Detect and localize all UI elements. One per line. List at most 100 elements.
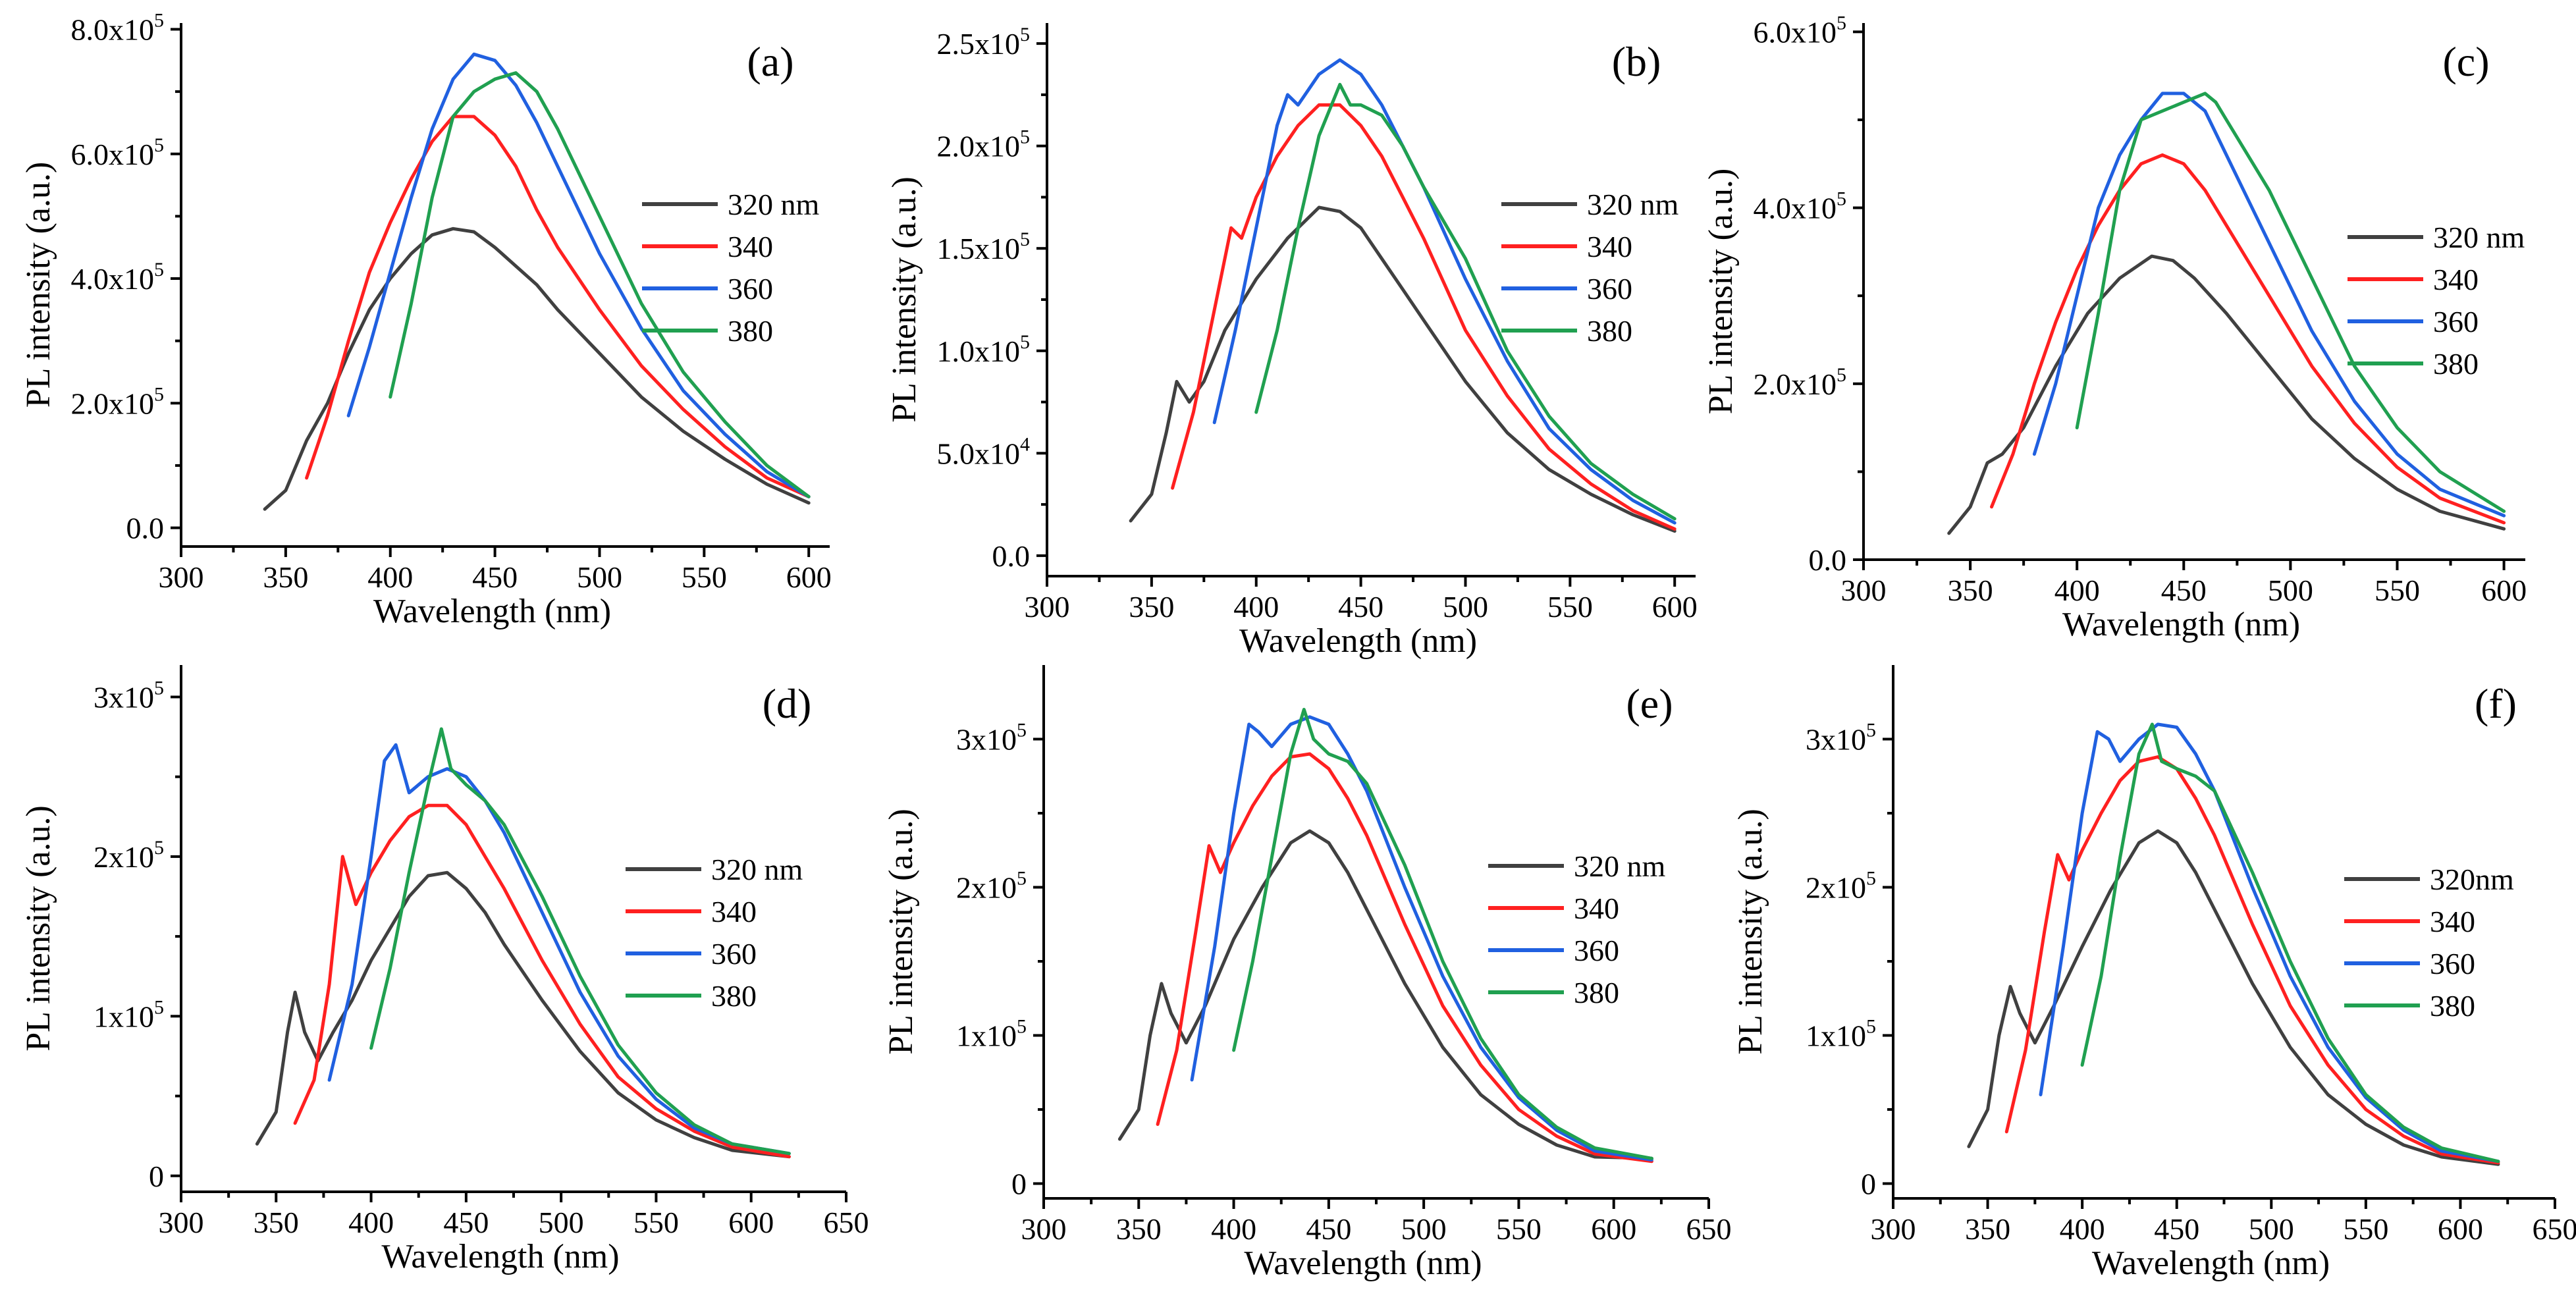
y-tick-label: 2x105 xyxy=(1806,868,1876,905)
y-tick-label: 0.0 xyxy=(992,539,1031,573)
legend-entry: 340 xyxy=(1587,230,1632,263)
y-tick-label: 1x105 xyxy=(1806,1016,1876,1053)
x-tick-label: 500 xyxy=(539,1206,584,1239)
x-tick-label: 300 xyxy=(1871,1212,1916,1246)
x-axis-label: Wavelength (nm) xyxy=(1244,1244,1482,1282)
panel-label: (e) xyxy=(1626,680,1673,727)
x-tick-label: 350 xyxy=(1965,1212,2010,1246)
x-tick-label: 450 xyxy=(1338,590,1383,624)
x-tick-label: 600 xyxy=(2438,1212,2483,1246)
y-tick-label: 2.5x105 xyxy=(937,24,1031,61)
chart-panel-e: 300 350 400 450 500 550 600 650 0 1x105 2x105 3x105… xyxy=(882,665,1732,1282)
y-tick-label: 4.0x105 xyxy=(71,259,165,296)
y-axis-label: PL intensity (a.u.) xyxy=(886,176,923,423)
legend-entry: 320nm xyxy=(2430,863,2514,896)
x-tick-label: 400 xyxy=(2060,1212,2105,1246)
chart-panel-b: 300 350 400 450 500 550 600 0.0 5.0x104 1.0x105 1.… xyxy=(886,23,1698,660)
x-tick-label: 300 xyxy=(1025,590,1070,624)
x-tick-label: 500 xyxy=(577,560,622,594)
legend-entry: 380 xyxy=(711,979,757,1013)
axis-frame xyxy=(1042,665,1709,1200)
series-line-3 xyxy=(346,52,811,498)
legend-entry: 360 xyxy=(1574,934,1619,967)
series-line-2 xyxy=(293,803,791,1159)
series-line-3 xyxy=(1212,58,1677,525)
x-tick-label: 450 xyxy=(472,560,518,594)
legend-entry: 380 xyxy=(2430,989,2475,1023)
panel-label: (f) xyxy=(2475,680,2517,727)
series-line-3 xyxy=(2039,722,2500,1163)
x-tick-label: 600 xyxy=(786,560,832,594)
series-line-1 xyxy=(263,227,811,511)
legend-entry: 320 nm xyxy=(1587,188,1679,221)
x-tick-label: 300 xyxy=(1021,1212,1067,1246)
series-line-4 xyxy=(389,71,811,498)
x-axis-label: Wavelength (nm) xyxy=(2092,1244,2330,1282)
y-axis-label: PL intensity (a.u.) xyxy=(1702,169,1740,415)
axis-frame xyxy=(180,665,846,1193)
x-tick-label: 400 xyxy=(1233,590,1279,624)
y-tick-label: 0 xyxy=(1861,1167,1876,1201)
series-line-4 xyxy=(2080,722,2500,1163)
x-axis-label: Wavelength (nm) xyxy=(1239,622,1477,660)
legend-entry: 320 nm xyxy=(711,853,803,886)
x-tick-label: 500 xyxy=(1443,590,1488,624)
y-tick-label: 0.0 xyxy=(1809,543,1847,577)
y-tick-label: 2.0x105 xyxy=(1754,364,1847,401)
series-line-2 xyxy=(305,115,811,498)
x-tick-label: 300 xyxy=(159,560,204,594)
y-tick-label: 1.0x105 xyxy=(937,331,1031,368)
series-line-1 xyxy=(1117,829,1653,1160)
x-tick-label: 400 xyxy=(367,560,413,594)
series-line-3 xyxy=(1190,715,1653,1162)
y-tick-label: 5.0x104 xyxy=(937,433,1031,470)
x-tick-label: 450 xyxy=(443,1206,489,1239)
series-line-3 xyxy=(327,743,791,1156)
legend-entry: 380 xyxy=(2433,347,2479,381)
y-tick-label: 0 xyxy=(149,1160,164,1193)
x-tick-label: 550 xyxy=(1547,590,1593,624)
y-axis-label: PL intensity (a.u.) xyxy=(20,162,57,408)
y-tick-label: 6.0x105 xyxy=(1754,12,1847,49)
x-tick-label: 550 xyxy=(2375,574,2420,607)
x-tick-label: 600 xyxy=(2481,574,2527,607)
chart-panel-f: 300 350 400 450 500 550 600 650 0 1x105 2x105 3x105… xyxy=(1732,665,2576,1282)
y-tick-label: 2.0x105 xyxy=(71,383,165,420)
legend-entry: 360 xyxy=(2433,305,2479,338)
y-axis-label: PL intensity (a.u.) xyxy=(20,805,57,1052)
legend-entry: 320 nm xyxy=(1574,849,1666,883)
panel-label: (a) xyxy=(747,38,793,85)
x-tick-label: 350 xyxy=(1116,1212,1162,1246)
y-tick-label: 0 xyxy=(1011,1167,1027,1201)
series-line-2 xyxy=(1171,103,1677,531)
chart-panel-d: 300 350 400 450 500 550 600 650 0 1x105 2x105 3x105… xyxy=(20,665,869,1275)
x-tick-label: 550 xyxy=(633,1206,679,1239)
x-tick-label: 350 xyxy=(254,1206,299,1239)
chart-panel-c: 300 350 400 450 500 550 600 0.0 2.0x105 4.0x105 6.… xyxy=(1702,12,2527,643)
y-tick-label: 2x105 xyxy=(94,837,164,874)
legend-entry: 380 xyxy=(1574,976,1619,1009)
panel-label: (c) xyxy=(2442,38,2489,85)
legend-entry: 360 xyxy=(728,272,773,306)
x-tick-label: 500 xyxy=(1401,1212,1447,1246)
chart-panel-a: 300 350 400 450 500 550 600 0.0 2.0x105 4.0x105 6.… xyxy=(20,9,832,630)
x-axis-label: Wavelength (nm) xyxy=(373,593,611,630)
y-tick-label: 8.0x105 xyxy=(71,9,165,46)
panel-label: (d) xyxy=(763,680,812,727)
y-tick-label: 3x105 xyxy=(956,720,1027,757)
x-tick-label: 300 xyxy=(159,1206,204,1239)
y-tick-label: 1x105 xyxy=(956,1016,1027,1053)
legend-entry: 340 xyxy=(2430,905,2475,938)
x-tick-label: 400 xyxy=(2054,574,2100,607)
series-line-3 xyxy=(2032,92,2506,518)
legend-entry: 340 xyxy=(728,230,773,263)
x-tick-label: 500 xyxy=(2268,574,2313,607)
x-tick-label: 300 xyxy=(1841,574,1887,607)
legend-entry: 340 xyxy=(2433,263,2479,296)
x-tick-label: 450 xyxy=(2154,1212,2199,1246)
x-tick-label: 350 xyxy=(263,560,308,594)
legend-entry: 360 xyxy=(711,937,757,971)
legend-entry: 360 xyxy=(2430,947,2475,980)
x-tick-label: 600 xyxy=(728,1206,774,1239)
